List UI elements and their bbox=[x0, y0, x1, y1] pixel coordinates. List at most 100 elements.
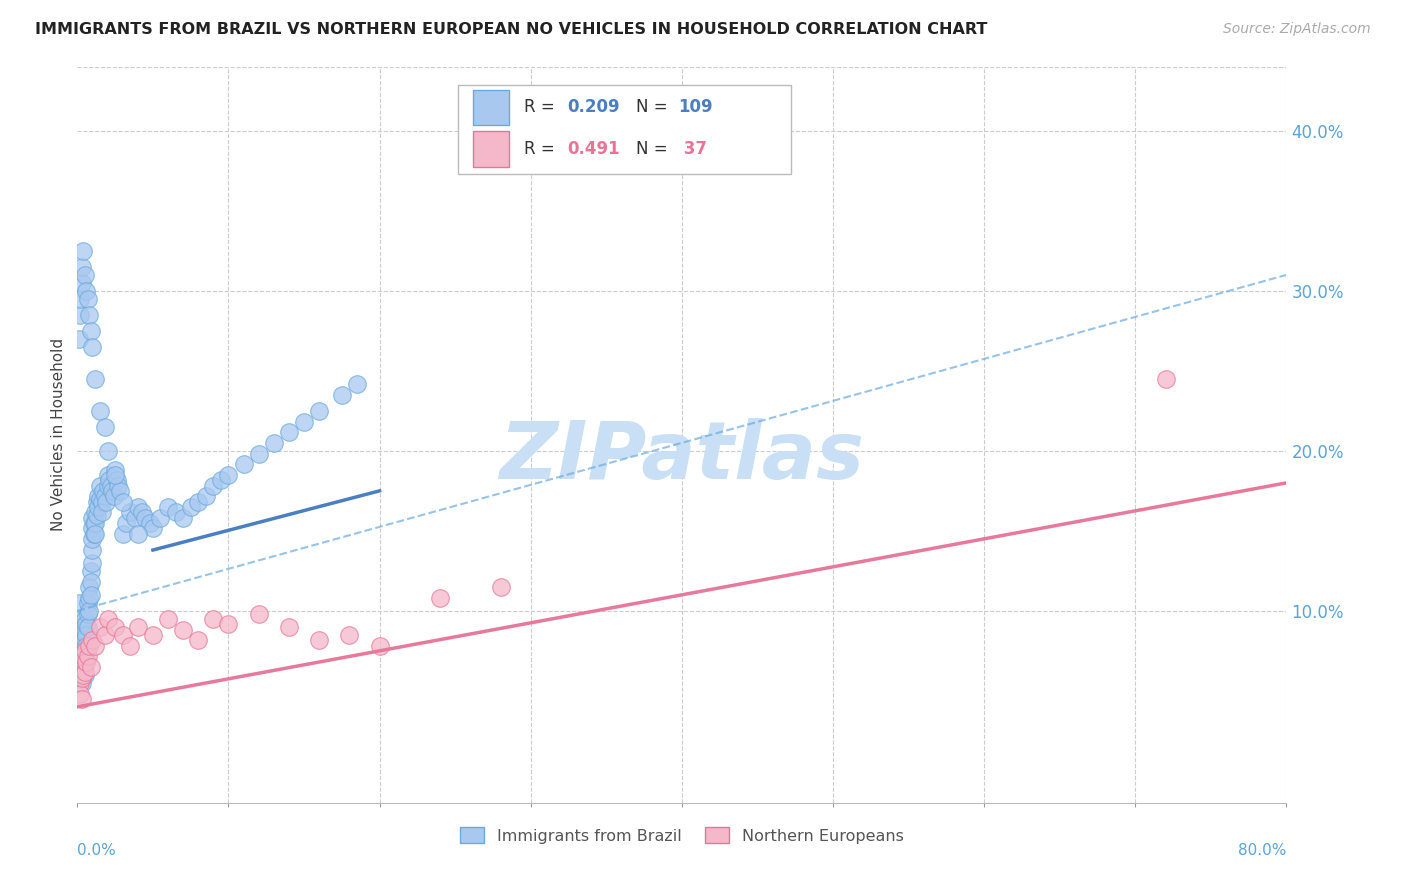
Point bbox=[80, 588, 103, 602]
Point bbox=[131, 505, 153, 519]
Point bbox=[67, 660, 90, 674]
Point bbox=[346, 376, 368, 391]
Point bbox=[73, 632, 96, 647]
Point bbox=[100, 479, 122, 493]
Point bbox=[278, 620, 301, 634]
Point bbox=[89, 620, 111, 634]
Point bbox=[77, 292, 100, 306]
Point bbox=[90, 495, 112, 509]
Point bbox=[111, 527, 134, 541]
Point bbox=[108, 483, 131, 498]
Point bbox=[79, 308, 101, 322]
Point bbox=[67, 596, 90, 610]
Point bbox=[72, 648, 94, 663]
Point bbox=[104, 467, 127, 482]
Text: 0.0%: 0.0% bbox=[77, 843, 117, 858]
Point bbox=[82, 340, 104, 354]
Point bbox=[73, 665, 96, 679]
Point bbox=[104, 620, 127, 634]
Point bbox=[70, 671, 93, 685]
Point bbox=[82, 521, 104, 535]
Point bbox=[72, 244, 94, 258]
Text: ZIPatlas: ZIPatlas bbox=[499, 418, 865, 496]
Point bbox=[103, 489, 125, 503]
Point bbox=[308, 632, 330, 647]
Text: 80.0%: 80.0% bbox=[1239, 843, 1286, 858]
Point bbox=[157, 612, 180, 626]
Point bbox=[70, 675, 93, 690]
Point bbox=[82, 543, 104, 558]
Point bbox=[73, 268, 96, 282]
Point bbox=[93, 489, 115, 503]
Point bbox=[67, 332, 90, 346]
Point bbox=[79, 604, 101, 618]
Point bbox=[263, 435, 285, 450]
Bar bbox=[472, 131, 509, 167]
Bar bbox=[472, 90, 509, 125]
Point bbox=[337, 628, 360, 642]
Point bbox=[82, 532, 104, 546]
Point bbox=[111, 495, 134, 509]
Point bbox=[69, 675, 91, 690]
Point bbox=[489, 580, 512, 594]
Point bbox=[98, 473, 121, 487]
Point bbox=[79, 591, 101, 605]
Point bbox=[84, 516, 107, 530]
Point bbox=[104, 463, 127, 477]
Point bbox=[70, 660, 93, 674]
Point bbox=[73, 612, 96, 626]
Y-axis label: No Vehicles in Household: No Vehicles in Household bbox=[51, 338, 66, 532]
Point bbox=[72, 639, 94, 653]
Point bbox=[90, 505, 112, 519]
Point bbox=[194, 489, 217, 503]
Point bbox=[89, 479, 111, 493]
Point bbox=[89, 404, 111, 418]
Text: R =: R = bbox=[523, 98, 560, 116]
Point bbox=[84, 639, 107, 653]
Point bbox=[187, 495, 209, 509]
Point bbox=[73, 644, 96, 658]
Point bbox=[75, 639, 97, 653]
Point bbox=[69, 308, 91, 322]
Point bbox=[96, 467, 118, 482]
Point bbox=[77, 648, 100, 663]
Point bbox=[187, 632, 209, 647]
FancyBboxPatch shape bbox=[458, 86, 790, 174]
Point bbox=[247, 607, 270, 621]
Point bbox=[114, 516, 136, 530]
Point bbox=[139, 516, 162, 530]
Point bbox=[73, 644, 96, 658]
Point bbox=[93, 420, 115, 434]
Point bbox=[232, 457, 254, 471]
Point bbox=[70, 644, 93, 658]
Point bbox=[72, 652, 94, 666]
Point bbox=[83, 527, 105, 541]
Point bbox=[172, 623, 194, 637]
Point bbox=[70, 260, 93, 274]
Text: R =: R = bbox=[523, 140, 560, 158]
Point bbox=[127, 527, 149, 541]
Text: 109: 109 bbox=[678, 98, 713, 116]
Point bbox=[79, 639, 101, 653]
Point bbox=[70, 652, 93, 666]
Point bbox=[84, 527, 107, 541]
Point bbox=[79, 580, 101, 594]
Point bbox=[105, 473, 128, 487]
Point bbox=[80, 324, 103, 338]
Point bbox=[72, 628, 94, 642]
Point bbox=[75, 655, 97, 669]
Point bbox=[202, 612, 225, 626]
Point bbox=[101, 483, 124, 498]
Point bbox=[149, 511, 172, 525]
Point bbox=[70, 691, 93, 706]
Point bbox=[330, 388, 353, 402]
Text: 0.491: 0.491 bbox=[567, 140, 620, 158]
Point bbox=[247, 447, 270, 461]
Point bbox=[82, 511, 104, 525]
Point bbox=[86, 508, 108, 522]
Point bbox=[368, 639, 391, 653]
Point bbox=[83, 516, 105, 530]
Text: Source: ZipAtlas.com: Source: ZipAtlas.com bbox=[1223, 22, 1371, 37]
Legend: Immigrants from Brazil, Northern Europeans: Immigrants from Brazil, Northern Europea… bbox=[454, 821, 910, 850]
Text: N =: N = bbox=[636, 98, 673, 116]
